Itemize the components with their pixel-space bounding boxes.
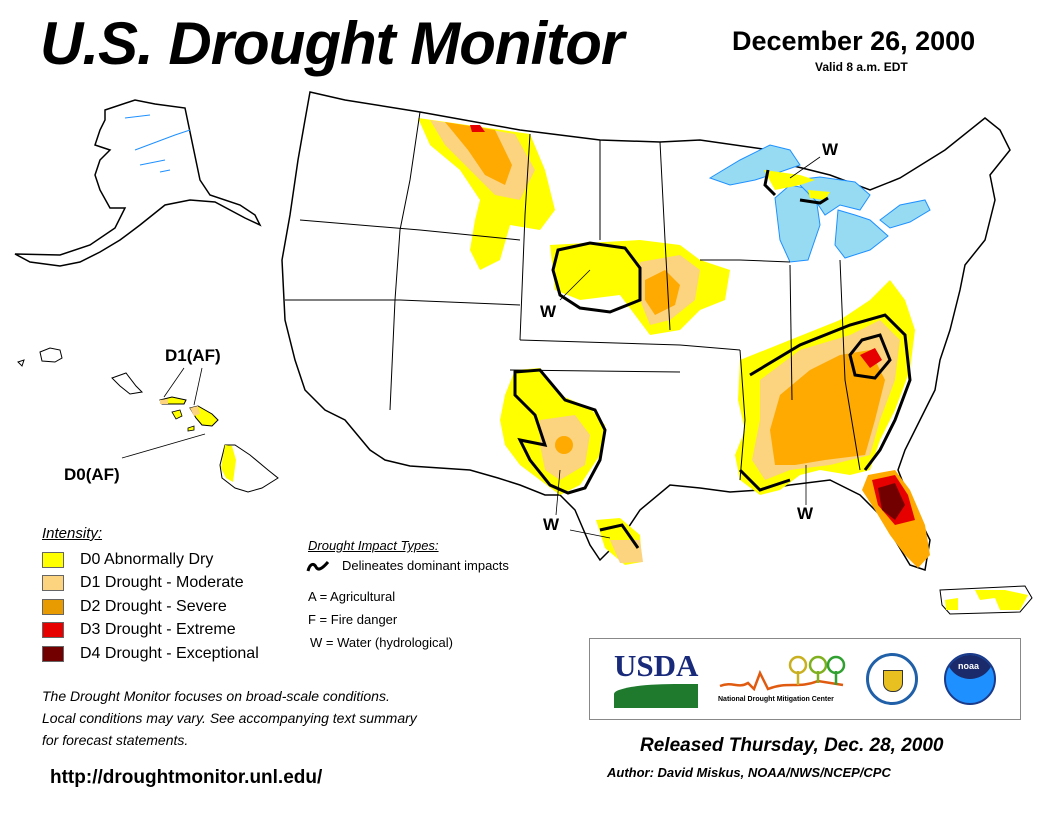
legend-label: D4 Drought - Exceptional (80, 644, 259, 662)
ndmc-logo-text: National Drought Mitigation Center (718, 696, 834, 703)
impact-item-agricultural: A = Agricultural (308, 589, 396, 604)
usda-logo: USDA (614, 648, 699, 709)
note-line: The Drought Monitor focuses on broad-sca… (42, 688, 390, 704)
commerce-seal-icon (866, 653, 918, 705)
website-url[interactable]: http://droughtmonitor.unl.edu/ (50, 767, 323, 788)
ndmc-trees-icon (719, 655, 846, 692)
legend-item-d3: D3 Drought - Extreme (42, 619, 259, 643)
legend-title: Intensity: (42, 525, 103, 542)
ndmc-logo: National Drought Mitigation Center (718, 651, 853, 709)
impact-label-w-plains: W (540, 302, 557, 321)
squiggle-line-icon (306, 560, 330, 571)
hawaii-d1-label: D1(AF) (165, 346, 221, 365)
state-borders (285, 111, 861, 481)
legend-label: D0 Abnormally Dry (80, 550, 214, 568)
legend-item-d4: D4 Drought - Exceptional (42, 642, 259, 666)
legend-swatch (42, 622, 64, 639)
great-lakes (708, 144, 931, 263)
noaa-logo-text: noaa (958, 661, 980, 671)
hawaii-d0-label: D0(AF) (64, 465, 120, 484)
valid-time: Valid 8 a.m. EDT (815, 60, 908, 74)
disclaimer-note: The Drought Monitor focuses on broad-sca… (42, 685, 417, 751)
legend-label: D3 Drought - Extreme (80, 621, 236, 639)
note-line: for forecast statements. (42, 732, 189, 748)
hawaii (17, 347, 279, 493)
impact-types-title: Drought Impact Types: (308, 538, 439, 553)
legend-swatch (42, 645, 64, 662)
noaa-logo: noaa (944, 653, 996, 705)
legend-item-d0: D0 Abnormally Dry (42, 548, 259, 572)
page-title: U.S. Drought Monitor (40, 10, 624, 77)
impact-label-w-southeast: W (797, 504, 814, 523)
impact-label-w-great-lakes: W (822, 140, 839, 159)
partner-logos: USDA National Drought Mitigation Center … (589, 638, 1021, 720)
impact-item-fire: F = Fire danger (308, 612, 398, 627)
legend-swatch (42, 575, 64, 592)
usda-logo-text: USDA (614, 648, 699, 683)
note-line: Local conditions may vary. See accompany… (42, 710, 417, 726)
intensity-legend: D0 Abnormally Dry D1 Drought - Moderate … (42, 548, 259, 666)
impact-boundaries (513, 169, 912, 549)
legend-label: D1 Drought - Moderate (80, 574, 244, 592)
alaska-outline (14, 99, 262, 267)
impact-item-water: W = Water (hydrological) (310, 635, 453, 650)
author-credit: Author: David Miskus, NOAA/NWS/NCEP/CPC (607, 765, 891, 780)
map-date: December 26, 2000 (732, 26, 976, 56)
impact-label-w-texas: W (543, 515, 560, 534)
legend-label: D2 Drought - Severe (80, 597, 227, 615)
release-date: Released Thursday, Dec. 28, 2000 (640, 735, 944, 756)
impact-line-label: Delineates dominant impacts (342, 558, 509, 573)
legend-swatch (42, 598, 64, 615)
legend-swatch (42, 551, 64, 568)
impact-line-legend: Delineates dominant impacts (306, 558, 509, 573)
legend-item-d2: D2 Drought - Severe (42, 595, 259, 619)
leader-lines (555, 156, 821, 539)
legend-item-d1: D1 Drought - Moderate (42, 572, 259, 596)
